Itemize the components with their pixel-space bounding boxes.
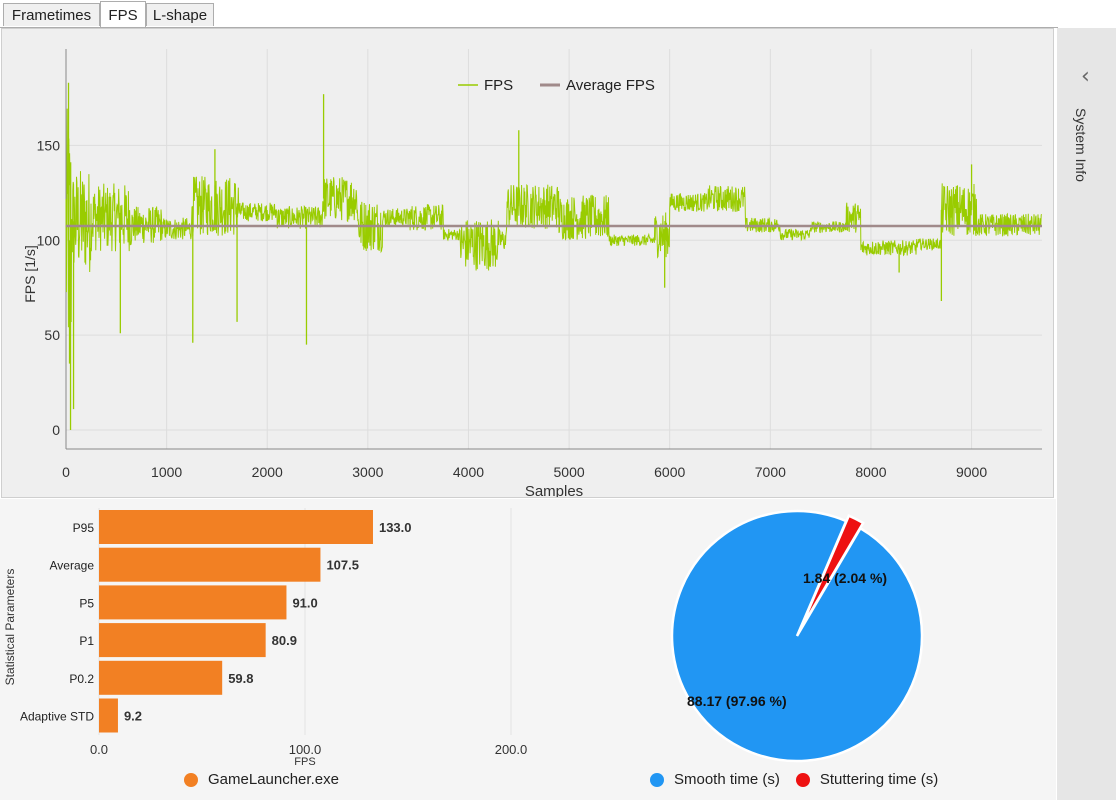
x-tick-label: 9000	[956, 464, 987, 480]
bar-category-label: P95	[73, 521, 95, 535]
statistics-bar-chart: 0.0 100.0 200.0 FPS Statistical Parameters P9…	[3, 508, 528, 768]
bar-category-label: Average	[50, 559, 95, 573]
stutter-pie-chart: 88.17 (97.96 %) 1.84 (2.04 %)	[670, 509, 924, 763]
y-tick-label: 100	[37, 232, 61, 248]
bar-x-tick-label: 0.0	[90, 742, 108, 757]
x-tick-label: 3000	[352, 464, 383, 480]
y-tick-label: 0	[52, 422, 60, 438]
pie-slice-stutter	[798, 514, 865, 632]
y-axis-title: FPS [1/s]	[22, 245, 38, 303]
chevron-left-icon[interactable]: ‹	[1081, 64, 1090, 89]
bar-x-tick-label: 100.0	[289, 742, 322, 757]
bar-p0-2	[99, 660, 223, 695]
bar-x-axis-title: FPS	[294, 756, 315, 768]
bar-value-label: 9.2	[124, 709, 142, 724]
bar-average	[99, 547, 321, 582]
bar-p1	[99, 623, 266, 658]
system-info-panel[interactable]: ‹ System Info	[1057, 28, 1116, 800]
y-tick-label: 150	[37, 137, 61, 153]
x-tick-label: 8000	[855, 464, 886, 480]
bar-p95	[99, 510, 373, 544]
bar-category-label: P1	[79, 634, 94, 648]
bar-value-label: 107.5	[326, 558, 359, 573]
tab-bar: Frametimes FPS L-shape	[0, 0, 1116, 28]
bar-value-label: 133.0	[379, 520, 412, 535]
legend-label-0: FPS	[484, 77, 513, 94]
bar-value-label: 59.8	[228, 671, 253, 686]
x-tick-label: 7000	[755, 464, 786, 480]
bar-adaptive-std	[99, 698, 118, 733]
pie-slice-smooth	[670, 509, 924, 763]
bar-category-label: Adaptive STD	[20, 710, 94, 724]
x-tick-label: 6000	[654, 464, 685, 480]
pie-smooth-value-label: 88.17 (97.96 %)	[687, 693, 787, 709]
x-tick-label: 0	[62, 464, 70, 480]
pie-stutter-value-label: 1.84 (2.04 %)	[803, 570, 887, 586]
x-tick-label: 1000	[151, 464, 182, 480]
pie-legend-smooth-swatch	[650, 772, 664, 787]
x-tick-label: 4000	[453, 464, 484, 480]
pie-legend: Smooth time (s) Stuttering time (s)	[650, 771, 938, 788]
tab-frametimes[interactable]: Frametimes	[3, 3, 100, 26]
bar-category-label: P5	[79, 596, 94, 610]
system-info-label[interactable]: System Info	[1073, 108, 1089, 182]
bar-p5	[99, 585, 287, 620]
tab-l-shape[interactable]: L-shape	[146, 3, 214, 26]
x-axis-title: Samples	[525, 483, 583, 497]
bar-legend-swatch	[184, 772, 198, 787]
pie-legend-stutter-label: Stuttering time (s)	[819, 771, 939, 788]
bar-value-label: 80.9	[272, 633, 297, 648]
statistics-area: 0.0 100.0 200.0 FPS Statistical Parameters P9…	[0, 499, 1056, 800]
pie-legend-smooth-label: Smooth time (s)	[674, 771, 780, 788]
bar-value-label: 91.0	[292, 595, 317, 610]
pie-legend-stutter-swatch	[795, 772, 810, 787]
x-tick-label: 2000	[252, 464, 283, 480]
x-tick-label: 5000	[554, 464, 585, 480]
tab-divider	[0, 27, 1058, 28]
y-tick-label: 50	[44, 327, 60, 343]
tab-fps[interactable]: FPS	[100, 1, 146, 28]
fps-line-chart: 0 1000 2000 3000 4000 5000 6000 7000 8000 9000 0 50…	[22, 49, 1043, 500]
bar-legend-label: GameLauncher.exe	[208, 771, 339, 788]
bar-x-tick-label: 200.0	[495, 742, 528, 757]
bar-y-axis-title: Statistical Parameters	[3, 569, 17, 686]
fps-series-line	[65, 108, 1043, 328]
bar-legend: GameLauncher.exe	[184, 771, 339, 788]
fps-chart-panel: 0 1000 2000 3000 4000 5000 6000 7000 8000 9000 0 50…	[1, 28, 1054, 500]
legend-label-1: Average FPS	[566, 77, 655, 94]
bar-category-label: P0.2	[69, 672, 94, 686]
